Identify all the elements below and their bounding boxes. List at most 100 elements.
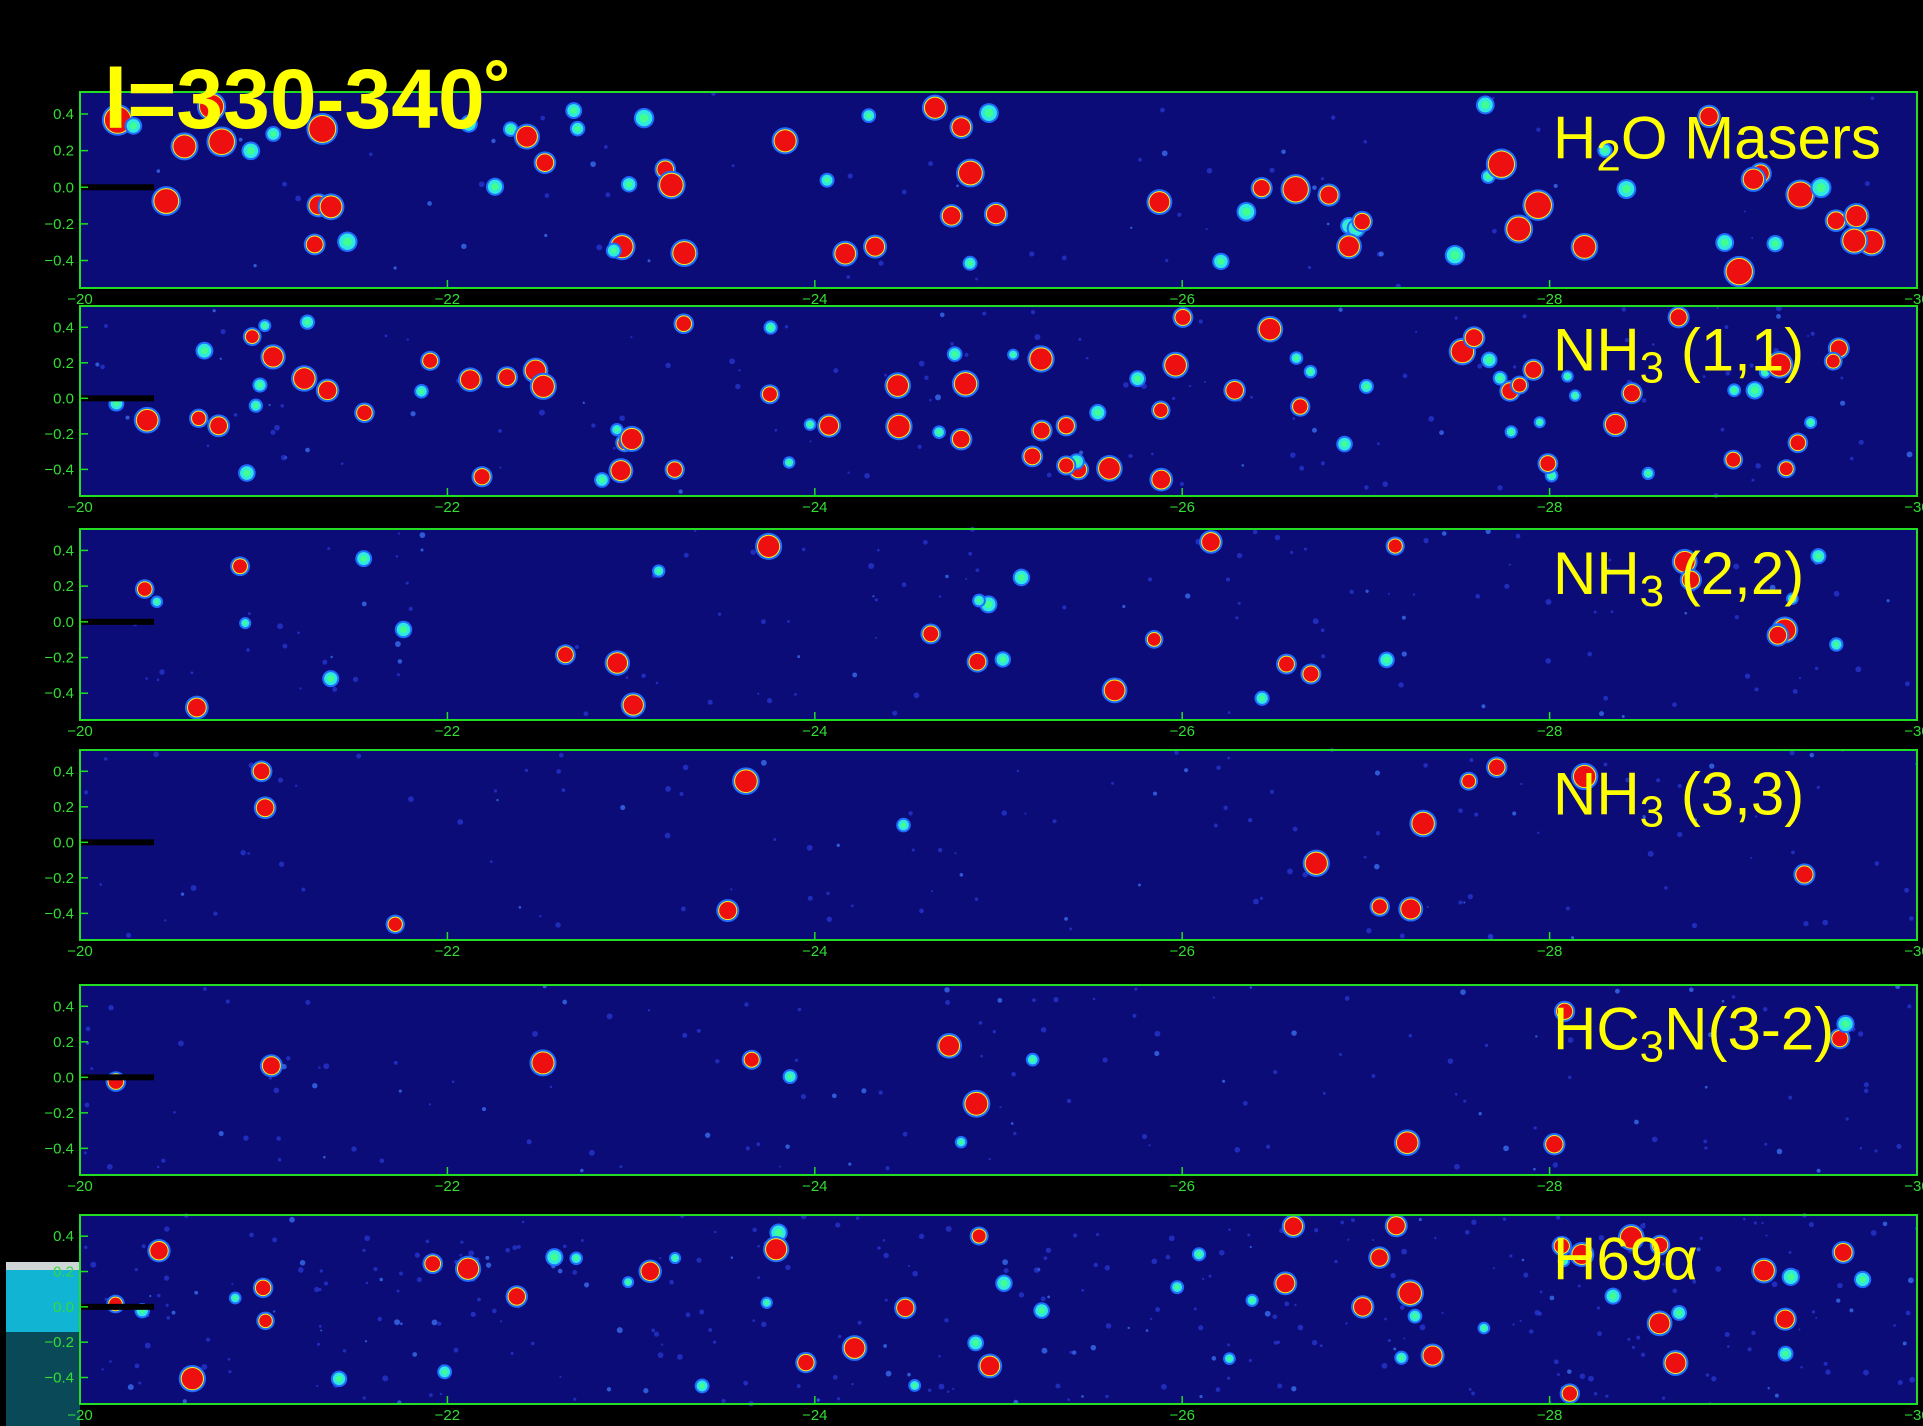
blob (1854, 1271, 1871, 1288)
blob (151, 186, 181, 216)
blob (458, 367, 483, 392)
noise (1086, 357, 1089, 360)
noise (213, 309, 216, 312)
blob-core (824, 178, 829, 183)
noise (138, 1381, 141, 1384)
noise (1277, 1384, 1282, 1389)
blob-core (1259, 696, 1264, 701)
blob (1146, 189, 1172, 215)
noise (1745, 673, 1750, 678)
blob-core (294, 368, 314, 388)
blob-core (972, 1340, 978, 1346)
blob-core (1134, 375, 1141, 382)
noise (1073, 1234, 1077, 1238)
blob (1370, 896, 1390, 916)
blob-core (735, 770, 757, 792)
noise (366, 1282, 369, 1285)
noise (1334, 1260, 1337, 1263)
blob-core (939, 1036, 959, 1056)
noise (1340, 1221, 1344, 1225)
noise (617, 1327, 623, 1333)
noise (278, 778, 283, 783)
blob-core (1276, 1274, 1294, 1292)
noise (1809, 1222, 1814, 1227)
blob-core (1024, 448, 1040, 464)
blob (963, 256, 978, 271)
blob (1793, 863, 1815, 885)
blob (1317, 184, 1340, 207)
blob (1522, 189, 1554, 221)
noise (1365, 590, 1368, 593)
zero-marker (80, 184, 154, 190)
noise (157, 1166, 160, 1169)
noise (682, 1033, 687, 1038)
noise (626, 676, 629, 679)
noise (875, 598, 878, 601)
noise (1253, 530, 1258, 535)
blob (1616, 179, 1636, 199)
noise (1420, 1324, 1426, 1330)
blob-core (442, 1369, 447, 1374)
noise (522, 1221, 525, 1224)
noise (837, 1397, 840, 1400)
noise (1908, 1277, 1914, 1283)
blob-core (1573, 394, 1577, 398)
noise (1648, 851, 1654, 857)
blob-core (1260, 319, 1281, 340)
noise (1634, 1120, 1639, 1125)
blob (1303, 850, 1330, 877)
blob (1026, 1053, 1040, 1067)
blob (1459, 772, 1478, 791)
blob (147, 1239, 170, 1262)
noise (833, 1375, 838, 1380)
blob-core (254, 763, 270, 779)
noise (164, 1275, 169, 1280)
blob (1145, 630, 1164, 649)
blob-core (499, 369, 515, 385)
noise (654, 1331, 659, 1336)
blob-core (1154, 404, 1167, 417)
noise (1789, 1251, 1792, 1254)
noise (400, 1322, 403, 1325)
noise (562, 788, 566, 792)
noise (1298, 1325, 1304, 1331)
blob-core (423, 354, 437, 368)
blob (1096, 455, 1123, 482)
noise (1777, 1149, 1783, 1155)
blob (534, 151, 557, 174)
noise (757, 1276, 760, 1279)
noise (1689, 988, 1694, 993)
blob (1571, 233, 1599, 261)
noise (305, 448, 310, 453)
noise (299, 687, 301, 689)
blob (1223, 379, 1246, 402)
noise (1427, 906, 1429, 908)
blob (1534, 416, 1546, 428)
noise (1024, 813, 1026, 815)
noise (1053, 819, 1057, 823)
noise (356, 754, 361, 759)
blob (1007, 349, 1019, 361)
blob (258, 319, 271, 332)
blob (337, 232, 357, 252)
noise (1408, 1034, 1412, 1038)
noise (320, 1330, 322, 1332)
noise (1855, 666, 1861, 672)
panel-background (80, 985, 1917, 1175)
blob (670, 239, 698, 267)
noise (1468, 894, 1473, 899)
noise (1017, 770, 1019, 772)
noise (1241, 464, 1244, 467)
blob (238, 464, 256, 482)
blob-core (1242, 208, 1250, 216)
noise (1338, 308, 1342, 312)
subscript: 3 (1640, 567, 1664, 616)
noise (1235, 616, 1238, 619)
noise (412, 1352, 417, 1357)
blob (1723, 450, 1743, 470)
noise (1704, 1146, 1707, 1149)
blob-core (1489, 152, 1514, 177)
blob-core (1038, 1307, 1044, 1313)
noise (1523, 1273, 1528, 1278)
noise (172, 1311, 176, 1315)
